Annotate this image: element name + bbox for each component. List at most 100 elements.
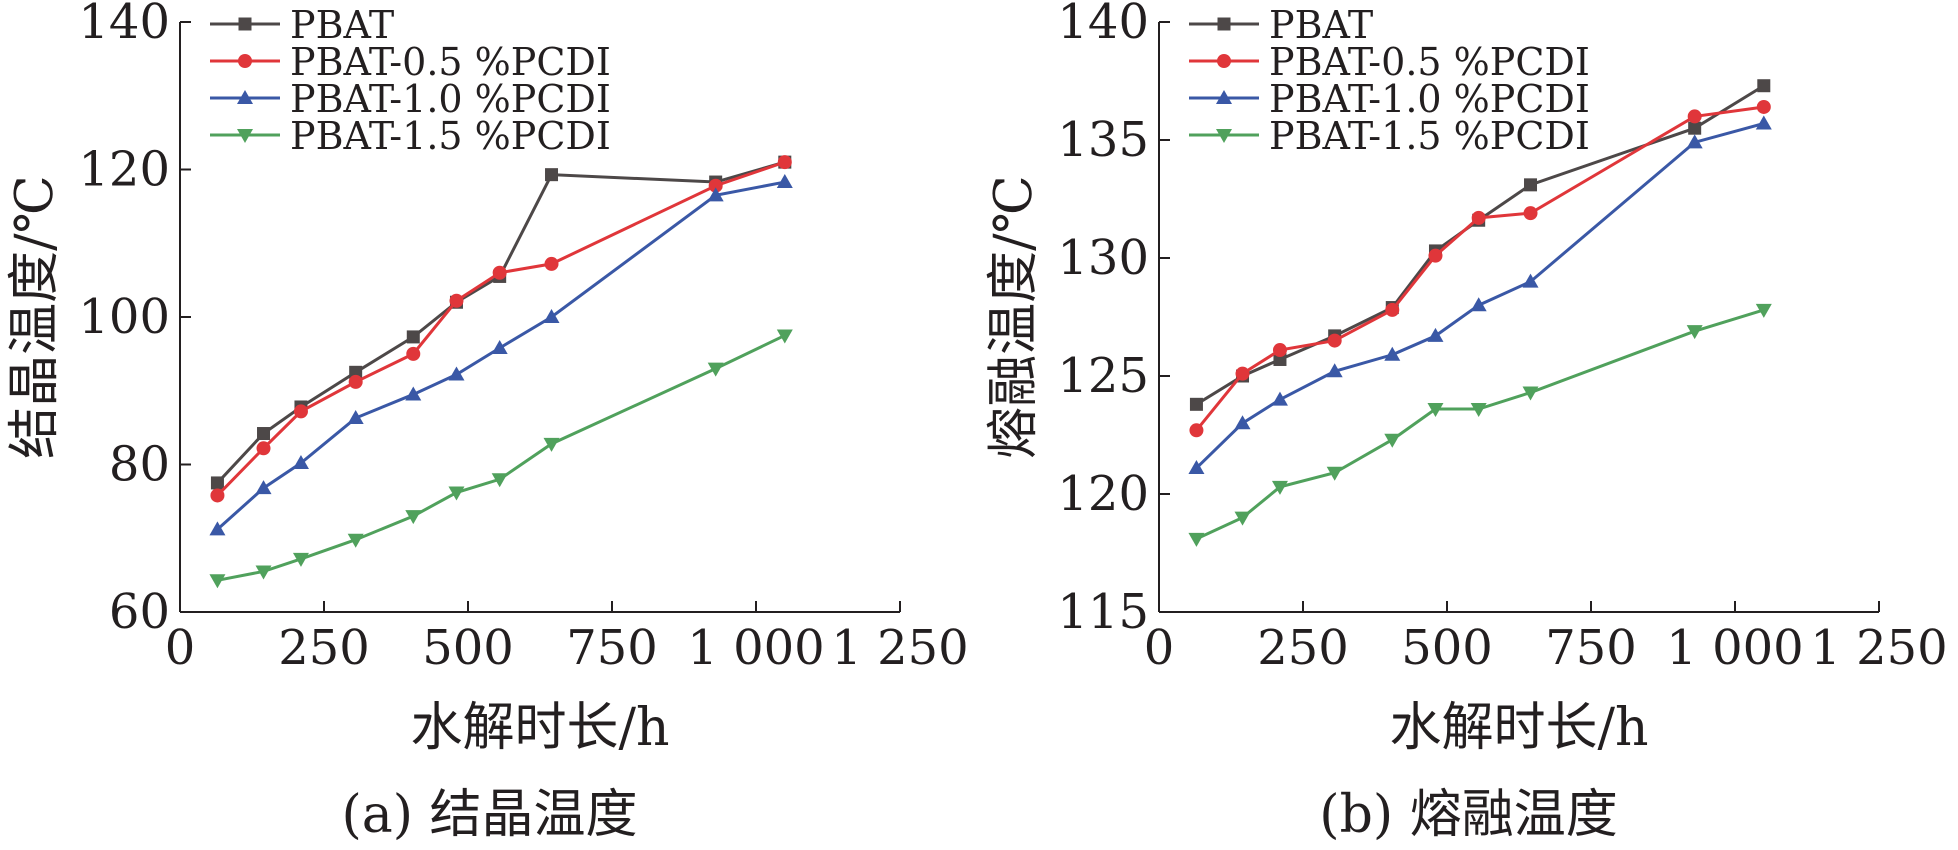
chart-b-data-point [1755,115,1772,130]
chart-b-series-3 [1188,303,1772,547]
chart-a-data-point [255,480,272,495]
chart-a-y-axis-title: 结晶温度/℃ [5,175,65,459]
chart-b-data-point [1524,178,1538,192]
chart-a-legend-marker [238,54,252,68]
chart-a-legend-marker [237,129,253,143]
chart-panel-b: 0 250 500 750 1 000 1 250 115 120 125 130 135 140 水解… [979,0,1958,850]
chart-a-series-line [217,334,786,582]
chart-b-legend-label: PBAT-1.0 %PCDI [1269,77,1590,121]
chart-b-data-point [1188,460,1205,475]
chart-a-legend-label: PBAT-0.5 %PCDI [290,40,611,84]
chart-b-data-point [1470,297,1487,312]
chart-a-series-1 [210,155,792,503]
chart-b-data-point [1384,346,1401,361]
chart-b-x-axis-title: 水解时长/h [1389,698,1648,758]
chart-b-plot: 0 250 500 750 1 000 1 250 115 120 125 130 135 140 水解… [984,0,1948,758]
chart-b-data-point [1755,303,1772,318]
chart-b-legend-marker [1216,129,1232,143]
chart-b-legend-entry: PBAT-1.0 %PCDI [1189,77,1590,121]
chart-b-data-point [1326,466,1343,481]
chart-a-x-tick-label: 750 [566,620,658,676]
chart-a-x-axis-title: 水解时长/h [410,698,669,758]
chart-a-data-point [543,309,560,323]
chart-a-data-point [491,473,508,488]
chart-b-legend-entry: PBAT [1189,3,1373,47]
chart-b-data-point [1470,403,1487,418]
chart-b-x-tick-label: 1 250 [1810,620,1947,676]
chart-b-legend-marker [1217,17,1231,31]
chart-b-legend-label: PBAT [1269,3,1373,47]
chart-b-y-axis-title: 熔融温度/℃ [984,175,1044,459]
chart-a-x-tick-label: 500 [422,620,514,676]
chart-a-data-point [707,187,724,202]
chart-a-data-point [292,552,309,567]
chart-b-x-tick-label: 750 [1545,620,1637,676]
chart-a-data-point [545,168,559,182]
chart-a-data-point [255,565,272,580]
chart-b-data-point [1271,480,1288,495]
chart-b-series-2 [1188,115,1772,475]
chart-a-legend-entry: PBAT [210,3,394,47]
chart-a-x-tick-label: 1 000 [687,620,824,676]
chart-b-legend-entry: PBAT-1.5 %PCDI [1189,114,1590,158]
chart-a-data-point [293,404,308,419]
chart-a-data-point [448,366,465,381]
chart-a-data-point [405,386,422,401]
chart-a-y-tick-label: 100 [78,289,170,345]
chart-b-data-point [1327,333,1342,348]
chart-b-data-point [1271,391,1288,406]
chart-b-x-tick-label: 1 000 [1666,620,1803,676]
chart-a-data-point [210,488,225,503]
chart-a-data-point [448,486,465,501]
chart-a-series-3 [209,329,793,589]
chart-b-legend-marker [1217,54,1231,68]
chart-b-data-point [1471,210,1486,225]
chart-a-data-point [256,441,271,456]
chart-b-data-point [1686,134,1703,149]
chart-a-legend-marker [237,90,253,104]
chart-b-legend-label: PBAT-0.5 %PCDI [1269,40,1590,84]
chart-panel-a: 0 250 500 750 1 000 1 250 60 80 100 120 140 水解时长/h 结… [5,0,969,845]
chart-b-data-point [1757,79,1771,93]
chart-b-y-tick-label: 120 [1057,466,1149,522]
chart-a-data-point [777,155,792,170]
chart-a-data-point [209,574,226,589]
chart-a-data-point [491,339,508,354]
chart-a-data-point [406,346,421,361]
chart-a-series-line [216,160,786,497]
chart-a-data-point [347,533,364,548]
chart-b-data-point [1523,206,1538,221]
chart-a-legend-label: PBAT-1.0 %PCDI [290,77,611,121]
chart-a-series-line [216,180,786,531]
chart-b-series-line [1195,122,1765,470]
chart-b-data-point [1188,532,1205,547]
chart-b-x-tick-label: 0 [1144,620,1175,676]
chart-a-data-point [209,521,226,536]
chart-b-series-line [1195,84,1765,406]
chart-b-data-point [1687,109,1702,124]
chart-a-caption: (a) 结晶温度 [341,785,638,845]
chart-a-data-point [349,365,363,379]
chart-b-y-tick-label: 140 [1057,0,1149,50]
chart-b-data-point [1686,325,1703,340]
chart-a-data-point [292,455,309,470]
chart-a-x-tick-label: 1 250 [831,620,968,676]
chart-a-y-tick-label: 140 [78,0,170,50]
chart-a-data-point [348,374,363,389]
chart-a-data-point [776,174,793,189]
chart-a-data-point [257,427,271,441]
chart-a-data-point [347,410,364,425]
chart-b-data-point [1384,433,1401,448]
chart-b-legend-entry: PBAT-0.5 %PCDI [1189,40,1590,84]
chart-b-data-point [1522,273,1539,288]
chart-a-legend-entry: PBAT-1.5 %PCDI [210,114,611,158]
chart-b-x-tick-label: 250 [1257,620,1349,676]
chart-a-y-tick-label: 80 [109,437,170,493]
chart-b-data-point [1522,386,1539,401]
chart-b-y-tick-label: 135 [1057,112,1149,168]
chart-a-legend-label: PBAT [290,3,394,47]
chart-b-data-point [1272,343,1287,358]
chart-a-data-point [406,330,420,344]
chart-b-x-tick-label: 500 [1401,620,1493,676]
chart-a-data-point [543,437,560,452]
